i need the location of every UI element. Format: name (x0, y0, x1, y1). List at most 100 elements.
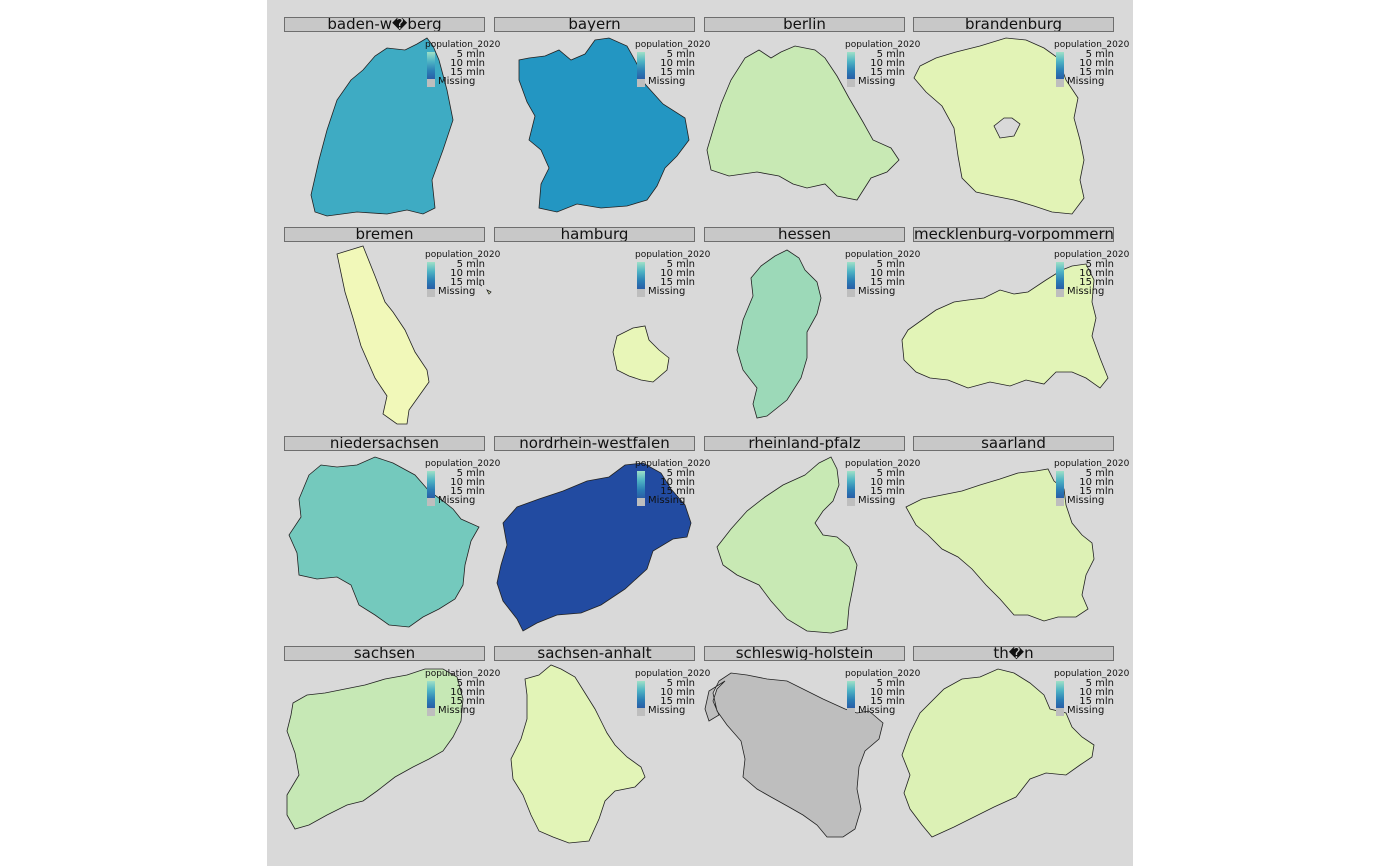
legend-label: 10 mln (1079, 477, 1114, 488)
legend-label: 15 mln (450, 67, 485, 78)
facet-strip-label: saarland (913, 436, 1114, 451)
state-shape (704, 672, 884, 838)
facet-strip-label: mecklenburg-vorpommern (913, 227, 1114, 242)
legend-title: population_2020 (425, 250, 501, 260)
legend-gradient-bar (1056, 262, 1064, 290)
legend-label: 15 mln (450, 486, 485, 497)
legend-label: 5 mln (1085, 49, 1114, 60)
legend-missing-swatch (637, 708, 645, 716)
legend: population_2020 5 mln 10 mln 15 mln Missing (845, 669, 925, 716)
legend-label: 10 mln (450, 58, 485, 69)
state-map (736, 249, 822, 419)
legend-title: population_2020 (635, 250, 711, 260)
legend-missing-swatch (1056, 79, 1064, 87)
facet-14: sachsen-anhalt population_2020 5 mln 10 mln… (477, 629, 710, 844)
legend-label: 15 mln (870, 486, 905, 497)
state-shape (913, 37, 1085, 215)
legend-label: 5 mln (456, 259, 485, 270)
legend-missing-swatch (1056, 289, 1064, 297)
legend-title: population_2020 (425, 669, 501, 679)
state-shape (510, 664, 646, 844)
legend-label: 5 mln (1085, 259, 1114, 270)
legend-label: 15 mln (1079, 696, 1114, 707)
legend-missing-label: Missing (648, 495, 686, 506)
legend-label: 10 mln (450, 268, 485, 279)
state-map (913, 37, 1085, 215)
legend-label: 5 mln (666, 259, 695, 270)
legend-label: 5 mln (876, 259, 905, 270)
facet-6: hamburg population_2020 5 mln 10 mln 15 mln M… (477, 210, 710, 420)
legend-missing-swatch (1056, 498, 1064, 506)
legend-label: 5 mln (876, 49, 905, 60)
facet-strip-label: niedersachsen (284, 436, 485, 451)
legend-gradient-bar (637, 681, 645, 709)
state-map (478, 283, 670, 383)
facet-strip-label: berlin (704, 17, 905, 32)
state-shape (716, 456, 858, 634)
state-shape (310, 37, 454, 217)
legend-label: 15 mln (1079, 486, 1114, 497)
legend-missing-label: Missing (438, 495, 476, 506)
legend-missing-swatch (637, 289, 645, 297)
state-map (901, 668, 1095, 838)
legend-missing-swatch (427, 79, 435, 87)
legend-label: 5 mln (456, 468, 485, 479)
facet-7: hessen population_2020 5 mln 10 mln 15 mln Mi… (687, 210, 920, 420)
legend-gradient-bar (1056, 681, 1064, 709)
legend-gradient-bar (847, 681, 855, 709)
legend: population_2020 5 mln 10 mln 15 mln Missing (1054, 459, 1134, 506)
legend-gradient-bar (847, 262, 855, 290)
facet-strip-label: schleswig-holstein (704, 646, 905, 661)
legend-label: 5 mln (666, 49, 695, 60)
legend-label: 5 mln (876, 678, 905, 689)
legend-title: population_2020 (845, 459, 921, 469)
legend-label: 15 mln (660, 696, 695, 707)
legend: population_2020 5 mln 10 mln 15 mln Missing (425, 459, 505, 506)
legend-gradient-bar (637, 471, 645, 499)
legend-missing-label: Missing (438, 705, 476, 716)
legend: population_2020 5 mln 10 mln 15 mln Missing (1054, 250, 1134, 297)
legend: population_2020 5 mln 10 mln 15 mln Missing (635, 250, 715, 297)
legend-label: 15 mln (450, 277, 485, 288)
facet-10: nordrhein-westfalen population_2020 5 mln 1… (477, 419, 710, 632)
facet-strip-label: nordrhein-westfalen (494, 436, 695, 451)
legend-label: 10 mln (660, 687, 695, 698)
state-shape (905, 468, 1095, 622)
facet-1: baden-w�berg population_2020 5 mln 10 mln 15… (267, 0, 500, 217)
legend: population_2020 5 mln 10 mln 15 mln Missing (425, 250, 505, 297)
facet-16: th�n population_2020 5 mln 10 mln 15 mln Miss… (896, 629, 1129, 839)
facet-strip-label: rheinland-pfalz (704, 436, 905, 451)
legend-label: 15 mln (1079, 277, 1114, 288)
state-map (288, 456, 480, 628)
legend-missing-label: Missing (438, 286, 476, 297)
legend-missing-label: Missing (858, 495, 896, 506)
state-shape (901, 668, 1095, 838)
facet-strip-label: brandenburg (913, 17, 1114, 32)
legend: population_2020 5 mln 10 mln 15 mln Missing (635, 459, 715, 506)
legend-label: 10 mln (660, 58, 695, 69)
legend-label: 10 mln (870, 268, 905, 279)
state-map (286, 668, 464, 830)
legend-title: population_2020 (1054, 40, 1130, 50)
legend-missing-swatch (427, 708, 435, 716)
legend-missing-swatch (637, 79, 645, 87)
legend-title: population_2020 (845, 40, 921, 50)
legend-gradient-bar (1056, 52, 1064, 80)
facet-15: schleswig-holstein population_2020 5 mln 10… (687, 629, 920, 839)
legend-missing-label: Missing (1067, 705, 1105, 716)
legend-label: 10 mln (660, 268, 695, 279)
legend: population_2020 5 mln 10 mln 15 mln Missing (635, 40, 715, 87)
legend-label: 10 mln (870, 477, 905, 488)
legend-label: 5 mln (456, 678, 485, 689)
state-map (310, 37, 454, 217)
legend-label: 15 mln (660, 67, 695, 78)
legend-label: 15 mln (870, 696, 905, 707)
legend-missing-label: Missing (648, 705, 686, 716)
legend: population_2020 5 mln 10 mln 15 mln Missing (425, 669, 505, 716)
legend-label: 5 mln (456, 49, 485, 60)
legend-label: 5 mln (876, 468, 905, 479)
legend-title: population_2020 (425, 40, 501, 50)
legend: population_2020 5 mln 10 mln 15 mln Missing (845, 40, 925, 87)
legend-missing-swatch (847, 498, 855, 506)
state-map (706, 45, 900, 201)
